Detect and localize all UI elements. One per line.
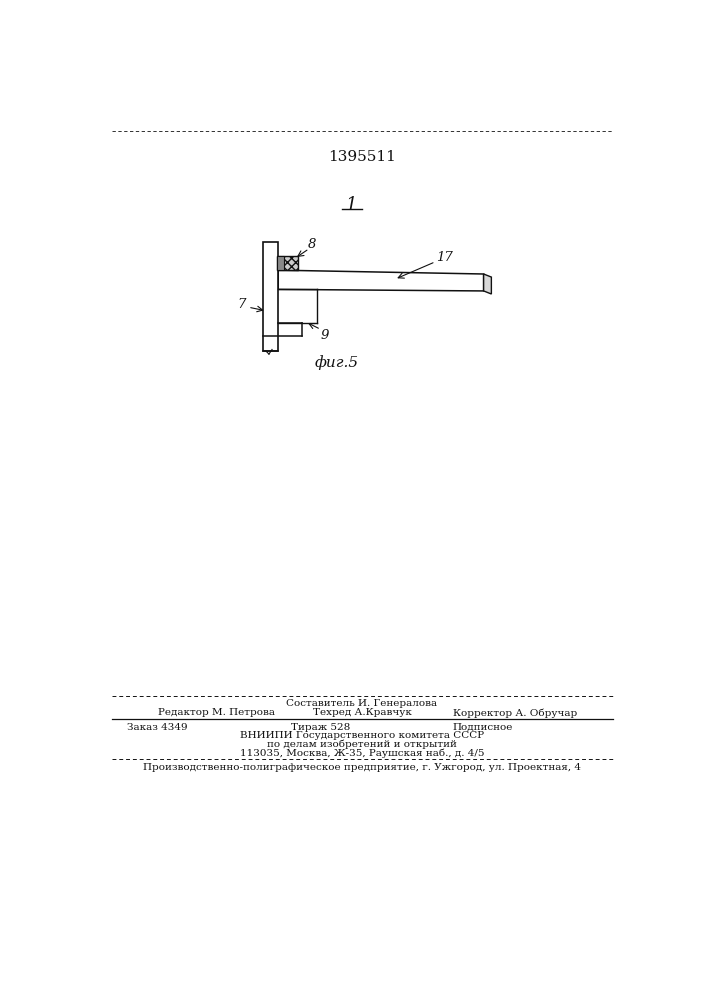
- Bar: [276, 256, 284, 270]
- Text: 113035, Москва, Ж-35, Раушская наб., д. 4/5: 113035, Москва, Ж-35, Раушская наб., д. …: [240, 748, 484, 758]
- Text: Редактор М. Петрова: Редактор М. Петрова: [158, 708, 275, 717]
- Bar: [263, 242, 279, 351]
- Text: Тираж 528: Тираж 528: [291, 723, 351, 732]
- Text: Подписное: Подписное: [452, 723, 513, 732]
- Text: 7: 7: [238, 298, 246, 311]
- Text: 9: 9: [320, 329, 329, 342]
- Text: 8: 8: [308, 238, 316, 251]
- Text: Техред А.Кравчук: Техред А.Кравчук: [313, 708, 412, 717]
- Text: 1395511: 1395511: [328, 150, 396, 164]
- Text: фиг.5: фиг.5: [315, 355, 358, 370]
- Text: ВНИИПИ Государственного комитета СССР: ВНИИПИ Государственного комитета СССР: [240, 732, 484, 740]
- Polygon shape: [484, 274, 491, 294]
- Bar: [276, 256, 298, 270]
- Polygon shape: [279, 270, 484, 291]
- Text: 1: 1: [346, 196, 358, 214]
- Text: Корректор А. Обручар: Корректор А. Обручар: [452, 708, 577, 718]
- Text: Составитель И. Генералова: Составитель И. Генералова: [286, 699, 438, 708]
- Text: Заказ 4349: Заказ 4349: [127, 723, 188, 732]
- Text: 17: 17: [436, 251, 453, 264]
- Text: Производственно-полиграфическое предприятие, г. Ужгород, ул. Проектная, 4: Производственно-полиграфическое предприя…: [143, 763, 581, 772]
- Text: по делам изобретений и открытий: по делам изобретений и открытий: [267, 740, 457, 749]
